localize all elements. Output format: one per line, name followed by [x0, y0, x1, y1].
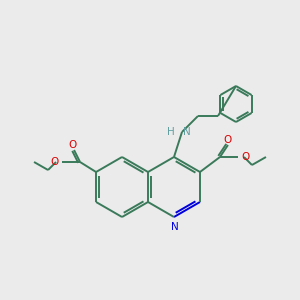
Text: H: H	[167, 127, 175, 137]
Text: O: O	[51, 157, 59, 167]
Text: N: N	[183, 127, 191, 137]
Text: O: O	[224, 135, 232, 145]
Text: N: N	[171, 222, 179, 232]
Text: O: O	[68, 140, 76, 150]
Text: O: O	[241, 152, 249, 162]
